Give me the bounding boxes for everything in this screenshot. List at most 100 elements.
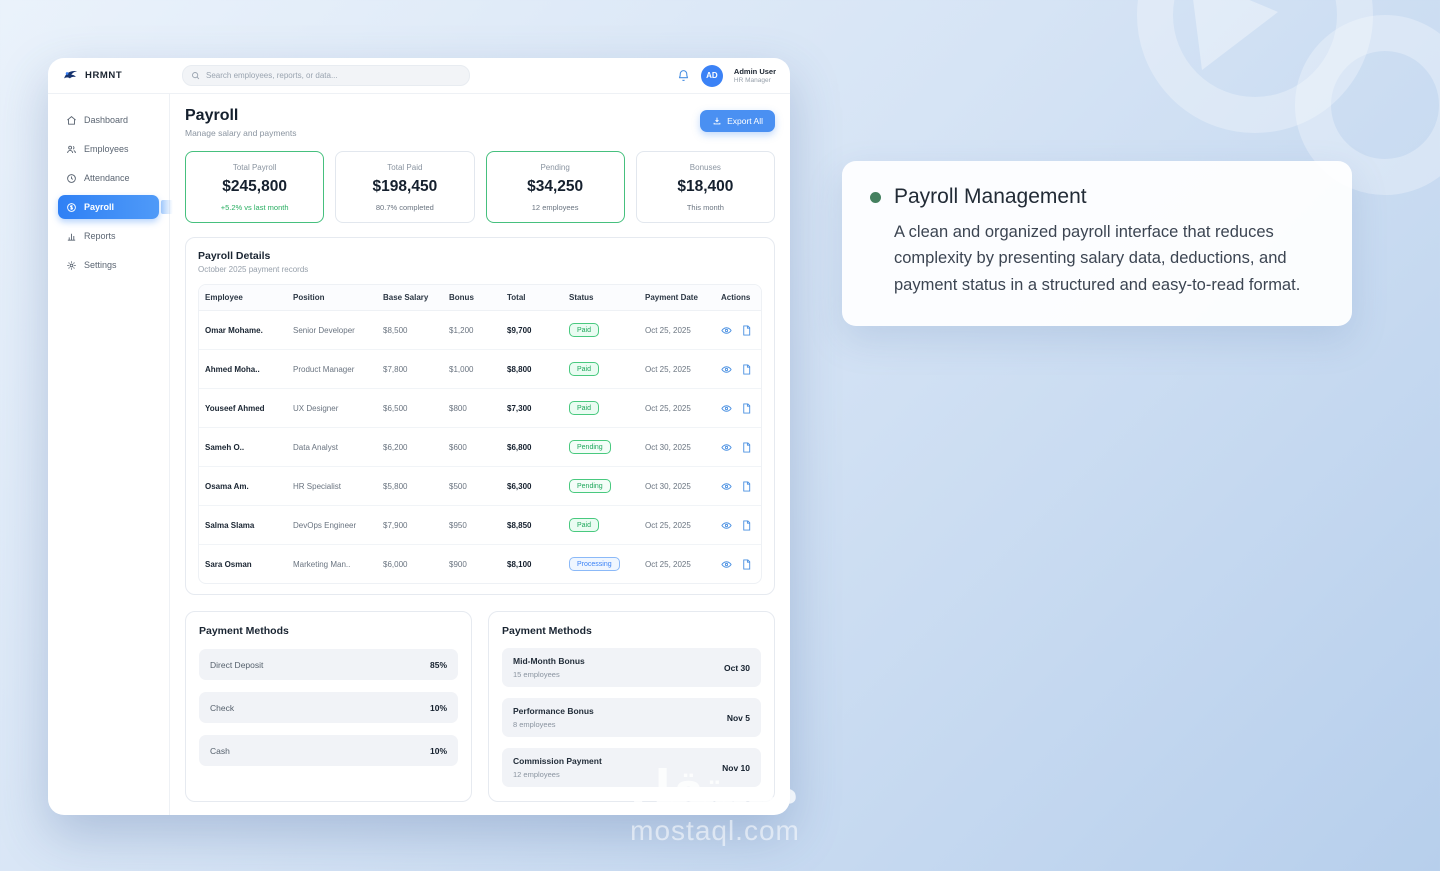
- document-icon[interactable]: [741, 519, 752, 531]
- document-icon[interactable]: [741, 402, 752, 414]
- employee-name: Youseef Ahmed: [199, 388, 287, 428]
- topbar: HRMNT AD Admin User HR Manager: [48, 58, 790, 94]
- site-watermark: مستقل mostaql.com: [555, 762, 875, 847]
- bonus: $600: [443, 427, 501, 467]
- stat-sub: 80.7% completed: [375, 203, 434, 212]
- payment-date: Oct 25, 2025: [645, 559, 691, 569]
- sidebar-item-reports[interactable]: Reports: [58, 224, 159, 248]
- user-avatar[interactable]: AD: [700, 64, 723, 87]
- background-brand-watermark: [1137, 0, 1440, 195]
- sidebar-item-payroll[interactable]: Payroll: [58, 195, 173, 219]
- payroll-table: Employee Position Base Salary Bonus Tota…: [199, 285, 761, 584]
- users-icon: [67, 145, 76, 153]
- upcoming-payment-sub: 15 employees: [513, 670, 560, 679]
- main-content: Payroll Manage salary and payments Expor…: [170, 94, 790, 815]
- sidebar-item-employees[interactable]: Employees: [58, 137, 159, 161]
- employee-name: Ahmed Moha..: [199, 349, 287, 389]
- panel-title: Payment Methods: [502, 625, 592, 637]
- notifications-bell-icon[interactable]: [677, 69, 690, 82]
- payment-method-value: 10%: [429, 745, 447, 756]
- view-icon[interactable]: [721, 364, 732, 375]
- bonus: $950: [443, 505, 501, 545]
- sidebar-item-label: Employees: [84, 144, 129, 154]
- upcoming-payment-row: Performance Bonus 8 employees Nov 5: [502, 698, 761, 737]
- stat-card-total-payroll: Total Payroll $245,800 +5.2% vs last mon…: [185, 151, 325, 223]
- table-row: Sara Osman Marketing Man.. $6,000 $900 $…: [199, 545, 761, 584]
- view-icon[interactable]: [721, 442, 732, 453]
- upcoming-payment-date: Nov 5: [726, 712, 750, 723]
- payment-method-label: Check: [210, 702, 235, 713]
- watermark-domain: mostaql.com: [630, 814, 800, 846]
- status-badge: Pending: [569, 440, 611, 454]
- bonus: $800: [443, 388, 501, 428]
- position: Product Manager: [287, 349, 377, 389]
- document-icon[interactable]: [741, 363, 752, 375]
- payment-date: Oct 30, 2025: [639, 427, 715, 467]
- position: DevOps Engineer: [287, 505, 377, 545]
- payment-methods-card: Payment Methods Direct Deposit 85% Check…: [185, 611, 472, 802]
- total: $9,700: [501, 310, 563, 350]
- upcoming-payment-label: Mid-Month Bonus: [513, 656, 585, 666]
- payroll-details-card: Payroll Details October 2025 payment rec…: [185, 237, 775, 595]
- position: Marketing Man..: [293, 559, 351, 569]
- stat-card-pending: Pending $34,250 12 employees: [485, 151, 625, 223]
- base-salary: $5,800: [377, 466, 443, 506]
- sidebar-item-dashboard[interactable]: Dashboard: [58, 108, 159, 132]
- page-title: Payroll: [185, 107, 239, 124]
- total: $8,850: [501, 505, 563, 545]
- document-icon[interactable]: [741, 441, 752, 453]
- bonus: $500: [443, 466, 501, 506]
- payment-method-value: 10%: [429, 702, 447, 713]
- status-badge: Processing: [569, 557, 620, 571]
- document-icon[interactable]: [741, 480, 752, 492]
- upcoming-payment-label: Commission Payment: [513, 756, 602, 766]
- col-total: Total: [501, 285, 563, 311]
- payment-date: Oct 25, 2025: [639, 349, 715, 389]
- watermark-arabic: مستقل: [630, 760, 800, 814]
- view-icon[interactable]: [721, 325, 732, 336]
- table-row: Osama Am. HR Specialist $5,800 $500 $6,3…: [199, 466, 761, 506]
- stat-value: $34,250: [527, 178, 584, 195]
- total: $6,800: [501, 427, 563, 467]
- search-input[interactable]: [206, 71, 461, 80]
- stat-value: $245,800: [222, 178, 287, 195]
- document-icon[interactable]: [741, 558, 752, 570]
- sidebar-item-settings[interactable]: Settings: [58, 253, 159, 277]
- stat-sub: 12 employees: [531, 203, 579, 212]
- feature-callout-card: Payroll Management A clean and organized…: [842, 161, 1352, 327]
- view-icon[interactable]: [721, 559, 732, 570]
- base-salary: $6,500: [377, 388, 443, 428]
- topbar-right: AD Admin User HR Manager: [677, 64, 776, 87]
- employee-name: Sameh O..: [199, 427, 287, 467]
- brand-name: HRMNT: [85, 70, 123, 81]
- payment-date: Oct 25, 2025: [639, 310, 715, 350]
- employee-name: Sara Osman: [205, 559, 252, 569]
- download-icon: [713, 117, 721, 125]
- search-bar[interactable]: [182, 65, 470, 86]
- status-badge: Paid: [569, 401, 600, 415]
- document-icon[interactable]: [741, 324, 752, 336]
- upcoming-payment-date: Oct 30: [724, 662, 750, 673]
- view-icon[interactable]: [721, 403, 732, 414]
- payment-method-row: Direct Deposit 85%: [199, 649, 458, 680]
- base-salary: $6,000: [383, 559, 408, 569]
- base-salary: $8,500: [377, 310, 443, 350]
- position: UX Designer: [287, 388, 377, 428]
- stat-label: Bonuses: [689, 163, 721, 172]
- user-role: HR Manager: [733, 77, 771, 84]
- stat-sub: +5.2% vs last month: [220, 203, 289, 212]
- clock-icon: [67, 173, 76, 183]
- bullet-dot-icon: [870, 191, 881, 203]
- col-status: Status: [563, 285, 639, 311]
- view-icon[interactable]: [721, 520, 732, 531]
- stat-label: Pending: [540, 163, 570, 172]
- stat-card-total-paid: Total Paid $198,450 80.7% completed: [335, 151, 475, 223]
- payment-method-label: Direct Deposit: [210, 659, 264, 670]
- total: $6,300: [501, 466, 563, 506]
- employee-name: Salma Slama: [199, 505, 287, 545]
- sidebar-item-attendance[interactable]: Attendance: [58, 166, 159, 190]
- view-icon[interactable]: [721, 481, 732, 492]
- export-all-button[interactable]: Export All: [700, 110, 775, 132]
- payment-method-row: Check 10%: [199, 692, 458, 723]
- col-payment-date: Payment Date: [639, 285, 715, 311]
